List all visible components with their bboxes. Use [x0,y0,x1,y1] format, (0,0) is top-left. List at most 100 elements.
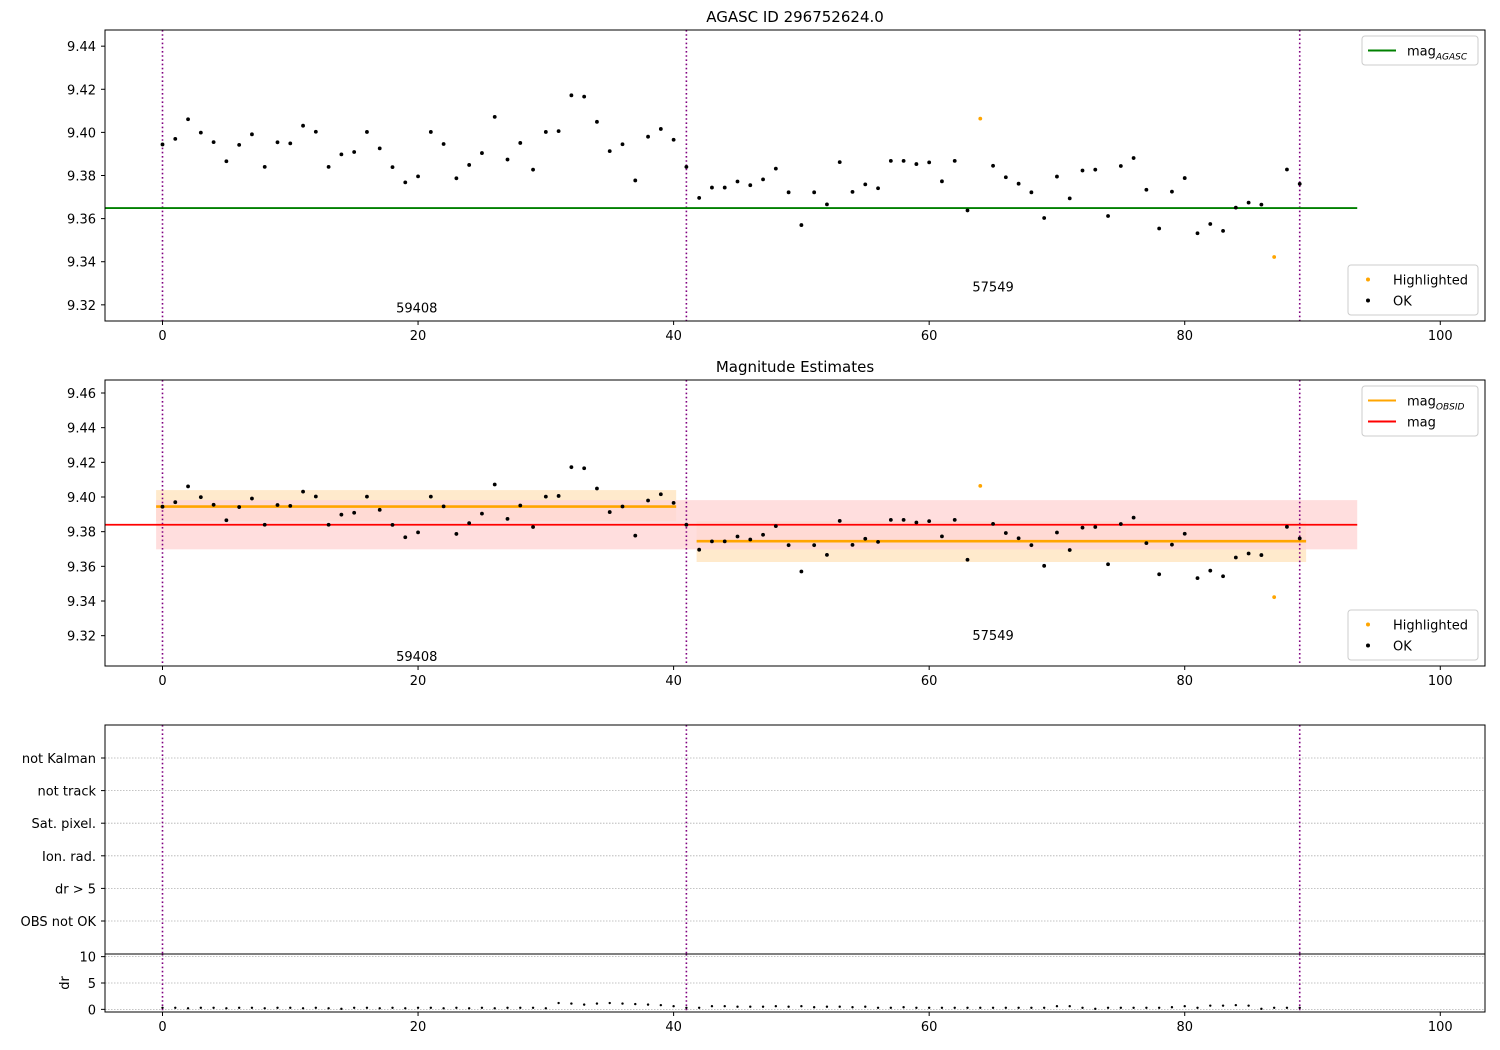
ok-point [1106,562,1110,567]
dr-point [736,1005,739,1008]
axes-background [105,30,1485,321]
obsid-label: 59408 [396,650,437,665]
ok-point [850,189,855,194]
y-tick-label: 9.34 [67,256,96,271]
dr-point [1183,1005,1186,1008]
dr-point [493,1007,496,1010]
panel-flags: not Kalman not track Sat. pixel. Ion. rad. d… [21,724,1486,955]
y-tick-label: 9.32 [67,299,96,314]
y-tick-label: 9.44 [67,422,96,437]
ok-point [825,552,829,557]
ok-point [1246,200,1251,205]
ok-point [275,503,280,507]
ok-point [390,523,395,527]
obsid-label: 57549 [972,280,1013,295]
dr-point [378,1007,381,1010]
legend-bottom: Highlighted OK [1347,609,1479,661]
x-tick-label: 60 [921,329,938,344]
ok-point [1170,189,1174,194]
ok-point [365,130,369,134]
x-tick-label: 100 [1428,674,1453,689]
x-tick-label: 0 [158,329,166,344]
dr-point [710,1005,714,1008]
ok-point [1080,525,1085,530]
ok-point [927,160,932,165]
ok-point [339,512,344,517]
dr-point [634,1002,637,1006]
ok-point [160,504,165,509]
dr-point [876,1006,880,1009]
dr-point [442,1007,445,1010]
dr-point [352,1006,356,1009]
legend-label: magAGASC [1407,45,1468,63]
ok-point [965,208,970,213]
ok-point [914,162,919,166]
dr-point [289,1006,292,1009]
dr-point [761,1005,765,1008]
x-tick-label: 20 [410,1020,427,1035]
ok-point [569,93,574,98]
highlighted-series [978,116,1277,259]
dr-point [1055,1005,1059,1008]
legend-label-main: mag [1407,45,1436,60]
ok-point [1016,181,1021,186]
ok-point [722,539,727,544]
ok-point [531,167,535,172]
ok-point [684,164,689,169]
dr-point [864,1005,867,1008]
dr-point [595,1002,599,1005]
dr-point [608,1001,611,1005]
dr-point [365,1006,369,1009]
ok-point [492,482,497,487]
ok-point [313,129,318,134]
dr-point [672,1005,675,1008]
ok-point [607,149,612,154]
ok-point [1131,515,1136,520]
ok-point [595,486,599,491]
x-tick-label: 0 [158,1020,166,1035]
dr-point [1209,1004,1212,1007]
legend-bottom: Highlighted OK [1347,264,1479,316]
ok-point [965,557,970,562]
legend-box [1361,385,1479,437]
dr-point [1106,1006,1110,1009]
ok-point [288,141,293,146]
ok-point [224,159,229,164]
ok-point [646,498,650,503]
ok-point [940,179,944,184]
dr-point [966,1006,969,1009]
ok-point [275,140,280,145]
dr-point [531,1006,535,1009]
ok-point [1029,190,1034,195]
ok-point [569,465,574,470]
ok-point [710,539,714,544]
dr-point [1068,1005,1071,1008]
legend-label-sub: OBSID [1436,403,1465,413]
dr-point [749,1005,752,1008]
ok-point [1195,576,1200,581]
dr-series [161,1001,1301,1011]
ok-point [773,524,778,529]
legend-box [1347,264,1479,316]
ok-point [1221,574,1225,579]
ok-point [1195,231,1200,236]
ok-point [1170,542,1174,547]
axes-background [105,725,1485,954]
dr-point [1221,1004,1225,1007]
dr-point [250,1006,254,1009]
x-tick-label: 20 [410,329,427,344]
x-tick-label: 60 [921,1020,938,1035]
y-tick-label: 9.36 [67,560,96,575]
ok-point [1067,196,1072,201]
ok-point [1208,568,1213,573]
ok-point [390,165,395,169]
ok-point [211,140,216,144]
dr-point [301,1007,305,1010]
ok-point [991,521,995,526]
legend-label: mag [1407,416,1436,431]
ok-series [160,93,1302,236]
ok-point [1297,536,1302,541]
legend-point-swatch [1366,277,1370,282]
dr-point [1042,1006,1046,1009]
